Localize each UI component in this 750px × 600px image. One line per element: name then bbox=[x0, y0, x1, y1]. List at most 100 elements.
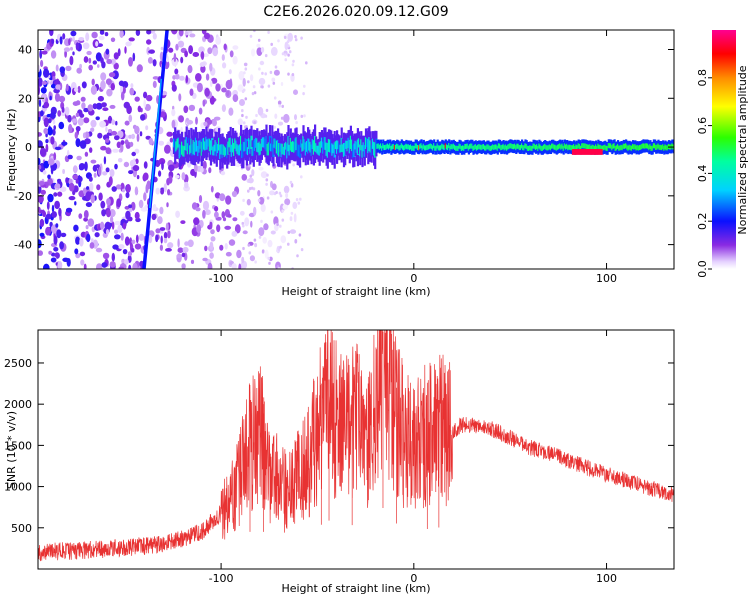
heatmap-noise-cell bbox=[64, 106, 70, 116]
heatmap-band-cell bbox=[493, 145, 496, 151]
heatmap-noise-cell bbox=[90, 238, 94, 243]
heatmap-noise-cell bbox=[59, 241, 64, 250]
heatmap-noise-cell bbox=[287, 44, 290, 48]
heatmap-noise-cell bbox=[61, 141, 68, 146]
heatmap-noise-cell bbox=[193, 163, 198, 173]
heatmap-noise-cell bbox=[269, 70, 273, 74]
heatmap-noise-cell bbox=[245, 115, 248, 119]
heatmap-band-cell bbox=[389, 143, 392, 149]
heatmap-noise-cell bbox=[65, 83, 69, 92]
heatmap-band-cell bbox=[297, 144, 300, 157]
heatmap-noise-cell bbox=[146, 39, 152, 45]
heatmap-noise-cell bbox=[165, 248, 172, 252]
heatmap-noise-cell bbox=[277, 100, 282, 106]
heatmap-band-cell bbox=[233, 142, 236, 156]
heatmap-noise-cell bbox=[91, 78, 95, 86]
heatmap-noise-cell bbox=[100, 200, 106, 209]
heatmap-noise-cell bbox=[52, 119, 56, 125]
heatmap-noise-cell bbox=[257, 38, 261, 42]
heatmap-noise-cell bbox=[70, 46, 73, 51]
heatmap-noise-cell bbox=[167, 230, 171, 239]
heatmap-noise-cell bbox=[232, 94, 239, 103]
heatmap-noise-cell bbox=[54, 92, 61, 102]
heatmap-noise-cell bbox=[184, 50, 189, 58]
heatmap-noise-cell bbox=[86, 186, 90, 190]
heatmap-noise-cell bbox=[199, 62, 206, 67]
heatmap-noise-cell bbox=[110, 83, 116, 91]
heatmap-noise-cell bbox=[298, 233, 302, 237]
heatmap-band-cell bbox=[215, 142, 218, 157]
heatmap-noise-cell bbox=[89, 147, 93, 153]
heatmap-noise-cell bbox=[168, 164, 175, 172]
heatmap-cells bbox=[38, 30, 674, 269]
colorbar-tick-label: 0.6 bbox=[696, 117, 709, 135]
heatmap-noise-cell bbox=[188, 45, 194, 55]
heatmap-noise-cell bbox=[287, 53, 290, 57]
heatmap-noise-cell bbox=[284, 41, 289, 51]
heatmap-noise-cell bbox=[242, 88, 246, 92]
heatmap-noise-cell bbox=[100, 80, 106, 90]
heatmap-noise-cell bbox=[186, 119, 194, 125]
heatmap-noise-cell bbox=[129, 141, 134, 147]
heatmap-noise-cell bbox=[46, 201, 50, 210]
heatmap-noise-cell bbox=[61, 106, 65, 113]
heatmap-band-cell bbox=[621, 145, 624, 151]
heatmap-noise-cell bbox=[105, 167, 110, 173]
heatmap-noise-cell bbox=[68, 182, 75, 192]
heatmap-band-cell bbox=[622, 143, 625, 149]
heatmap-band-cell bbox=[501, 144, 504, 150]
heatmap-noise-cell bbox=[178, 93, 182, 102]
heatmap-band-cell bbox=[394, 144, 398, 150]
heatmap-noise-cell bbox=[76, 155, 82, 161]
heatmap-noise-cell bbox=[75, 236, 81, 245]
heatmap-noise-cell bbox=[125, 41, 132, 47]
heatmap-noise-cell bbox=[93, 172, 97, 178]
heatmap-noise-cell bbox=[100, 221, 105, 230]
heatmap-band-cell bbox=[452, 143, 455, 149]
heatmap-noise-cell bbox=[128, 207, 133, 213]
heatmap-noise-cell bbox=[118, 266, 125, 269]
heatmap-band-cell bbox=[361, 145, 364, 158]
heatmap-noise-cell bbox=[289, 216, 293, 222]
heatmap-band-cell bbox=[289, 137, 292, 151]
heatmap-band-cell bbox=[480, 145, 483, 151]
heatmap-band-cell bbox=[376, 143, 379, 149]
heatmap-band-cell bbox=[546, 145, 549, 151]
heatmap-noise-cell bbox=[62, 33, 66, 40]
heatmap-noise-cell bbox=[220, 171, 226, 176]
heatmap-noise-cell bbox=[130, 201, 136, 211]
heatmap-band-cell bbox=[511, 144, 514, 150]
heatmap-band-cell bbox=[182, 145, 185, 157]
heatmap-noise-cell bbox=[38, 77, 43, 87]
heatmap-noise-cell bbox=[267, 30, 270, 34]
heatmap-noise-cell bbox=[106, 209, 111, 218]
heatmap-noise-cell bbox=[137, 105, 142, 113]
heatmap-noise-cell bbox=[38, 206, 41, 213]
heatmap-band-cell bbox=[251, 147, 254, 156]
heatmap-band-cell bbox=[641, 144, 644, 150]
heatmap-noise-cell bbox=[102, 252, 110, 260]
heatmap-noise-cell bbox=[68, 38, 71, 46]
heatmap-band-cell bbox=[347, 137, 350, 149]
heatmap-band-cell bbox=[352, 145, 355, 158]
heatmap-noise-cell bbox=[125, 210, 131, 220]
heatmap-band-cell bbox=[207, 138, 210, 147]
heatmap-noise-cell bbox=[276, 222, 279, 227]
heatmap-band-cell bbox=[273, 138, 276, 148]
heatmap-band-cell bbox=[575, 144, 578, 150]
heatmap-noise-cell bbox=[203, 32, 211, 40]
heatmap-noise-cell bbox=[114, 234, 121, 240]
heatmap-noise-cell bbox=[43, 263, 50, 269]
heatmap-band-cell bbox=[585, 143, 588, 149]
heatmap-noise-cell bbox=[115, 184, 122, 190]
heatmap-noise-cell bbox=[209, 80, 213, 87]
heatmap-band-cell bbox=[204, 141, 207, 151]
heatmap-band-cell bbox=[538, 143, 541, 149]
heatmap-noise-cell bbox=[249, 174, 253, 178]
heatmap-band-cell bbox=[527, 145, 531, 151]
heatmap-noise-cell bbox=[101, 209, 106, 217]
heatmap-noise-cell bbox=[195, 116, 198, 125]
heatmap-noise-cell bbox=[237, 84, 244, 92]
heatmap-noise-cell bbox=[124, 134, 129, 141]
heatmap-noise-cell bbox=[292, 163, 296, 167]
